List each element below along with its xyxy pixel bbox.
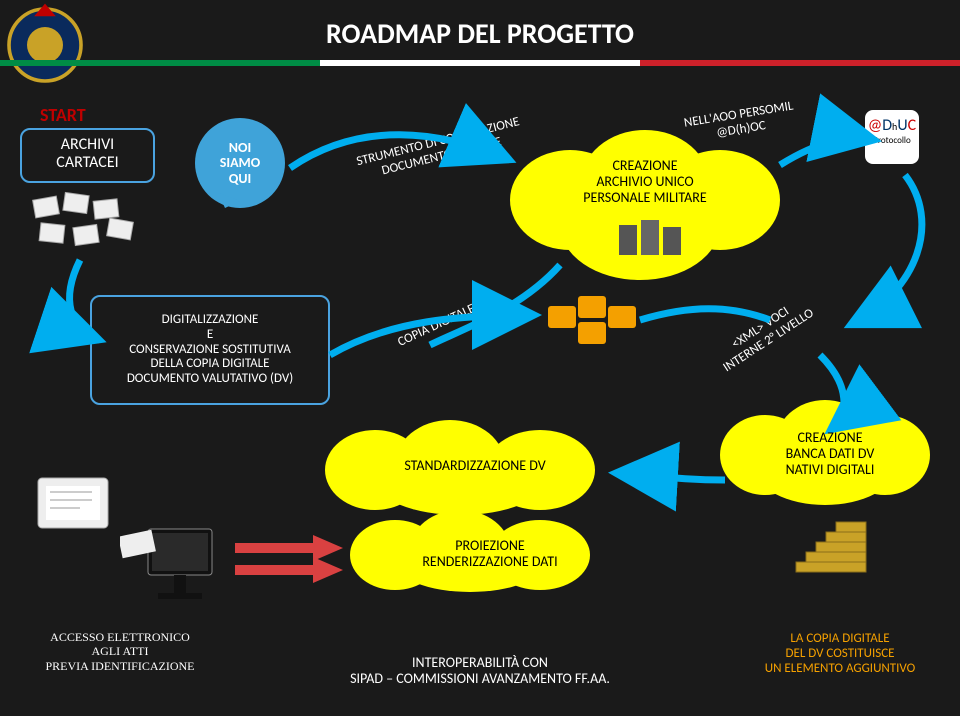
speech-bubble: NOI SIAMO QUI bbox=[195, 118, 285, 208]
header: ROADMAP DEL PROGETTO bbox=[0, 0, 960, 90]
documents-icon bbox=[30, 190, 150, 265]
protocollo-logo: @DhUC Protocollo bbox=[865, 110, 919, 164]
cloud-standardizzazione-text: STANDARDIZZAZIONE DV bbox=[375, 458, 575, 474]
foot-accesso-text: ACCESSO ELETTRONICO AGLI ATTI PREVIA IDE… bbox=[46, 630, 195, 673]
tricolor-band bbox=[0, 60, 960, 66]
cloud-proiezione-text: PROIEZIONE RENDERIZZAZIONE DATI bbox=[390, 538, 590, 570]
cloud-banca-dati-text: CREAZIONE BANCA DATI DV NATIVI DIGITALI bbox=[755, 430, 905, 478]
foot-accesso: ACCESSO ELETTRONICO AGLI ATTI PREVIA IDE… bbox=[35, 630, 205, 673]
cloud-archivio-text: CREAZIONE ARCHIVIO UNICO PERSONALE MILIT… bbox=[555, 158, 735, 206]
tablet-icon bbox=[30, 470, 120, 545]
protocollo-text: Protocollo bbox=[867, 135, 917, 146]
monitor-icon bbox=[120, 525, 220, 615]
red-arrows-icon bbox=[235, 535, 345, 590]
page-title: ROADMAP DEL PROGETTO bbox=[326, 16, 634, 51]
node-archivi-cartacei: ARCHIVI CARTACEI bbox=[20, 128, 155, 183]
foot-interoperabilita: INTEROPERABILITÀ CON SIPAD – COMMISSIONI… bbox=[290, 655, 670, 687]
copia-digitale-label: COPIA DIGITALE DV bbox=[374, 284, 516, 361]
stairs-icon bbox=[790, 510, 880, 585]
foot-la-copia: LA COPIA DIGITALE DEL DV COSTITUISCE UN … bbox=[740, 632, 940, 677]
servers-icon bbox=[615, 215, 685, 270]
start-label: START bbox=[40, 105, 86, 126]
xml-voci-label: <XML> VOCI INTERNE 2° LIVELLO bbox=[686, 276, 845, 394]
node-digitalizzazione: DIGITALIZZAZIONE E CONSERVAZIONE SOSTITU… bbox=[90, 295, 330, 405]
folders-icon bbox=[540, 290, 640, 355]
emblem-icon bbox=[0, 0, 90, 90]
